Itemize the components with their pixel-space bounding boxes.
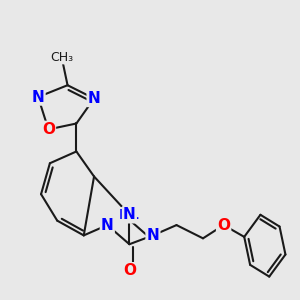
Text: N: N [101, 218, 113, 232]
Text: N: N [147, 228, 159, 243]
Text: N: N [32, 89, 44, 104]
Text: O: O [123, 263, 136, 278]
Text: N1: N1 [119, 208, 140, 222]
Text: N: N [123, 207, 136, 222]
Text: N: N [32, 90, 44, 104]
Text: N: N [88, 92, 100, 106]
Text: O: O [217, 218, 230, 232]
Text: N: N [147, 228, 159, 242]
Text: N: N [88, 91, 100, 106]
Text: CH₃: CH₃ [50, 51, 73, 64]
Text: O: O [124, 264, 135, 278]
Text: O: O [218, 218, 230, 232]
Text: O: O [42, 122, 55, 137]
Text: O: O [43, 122, 54, 136]
Text: N: N [101, 218, 114, 232]
